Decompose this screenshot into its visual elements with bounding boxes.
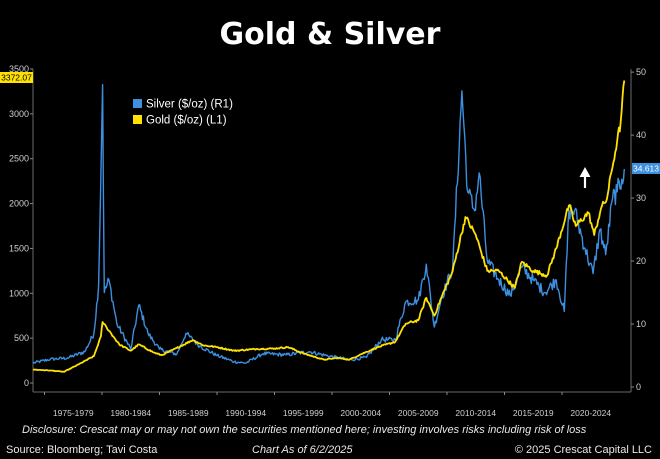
x-tick-label: 1995-1999	[283, 408, 324, 418]
right-tick-label: 10	[636, 319, 646, 329]
silver-series-line	[32, 84, 625, 364]
legend-item-gold: Gold ($/oz) (L1)	[133, 115, 227, 127]
legend-item-silver: Silver ($/oz) (R1)	[133, 99, 233, 111]
gold-series-line	[32, 80, 626, 373]
chart-title: Gold & Silver	[220, 17, 441, 52]
left-tick-label: 2500	[9, 154, 29, 164]
left-tick-label: 3000	[9, 109, 29, 119]
source-text: Source: Bloomberg; Tavi Costa	[6, 444, 158, 456]
x-tick-label: 2005-2009	[398, 408, 439, 418]
right-tick-label: 0	[636, 382, 641, 392]
x-tick-label: 1975-1979	[53, 408, 94, 418]
legend-label-gold: Gold ($/oz) (L1)	[146, 115, 227, 127]
silver-last-value: 34.613	[633, 164, 659, 174]
gold-last-value: 3372.07	[1, 73, 32, 83]
silver-last-value-tag: 34.613	[632, 163, 660, 174]
left-tick-label: 1000	[9, 288, 29, 298]
copyright-text: © 2025 Crescat Capital LLC	[514, 444, 652, 456]
left-tick-label: 2000	[9, 199, 29, 209]
right-tick-label: 20	[636, 256, 646, 266]
left-tick-label: 1500	[9, 243, 29, 253]
left-axis-ticks: 0 500 1000 1500 2000 2500 3000 3500	[9, 64, 33, 388]
right-tick-label: 50	[636, 67, 646, 77]
legend-swatch-gold	[133, 115, 142, 124]
as-of-text: Chart As of 6/2/2025	[252, 444, 353, 456]
x-tick-label: 1990-1994	[225, 408, 266, 418]
x-tick-label: 1980-1984	[110, 408, 151, 418]
x-axis-ticks: 1975-1979 1980-1984 1985-1989 1990-1994 1995…	[44, 392, 611, 418]
up-arrow-icon	[579, 167, 591, 188]
x-tick-label: 2010-2014	[455, 408, 496, 418]
left-tick-label: 500	[14, 333, 29, 343]
legend-label-silver: Silver ($/oz) (R1)	[146, 99, 233, 111]
legend-swatch-silver	[133, 99, 142, 108]
x-tick-label: 2015-2019	[513, 408, 554, 418]
x-tick-label: 1985-1989	[168, 408, 209, 418]
left-tick-label: 0	[24, 378, 29, 388]
series-layer	[32, 80, 626, 373]
x-tick-label: 2020-2024	[570, 408, 611, 418]
gold-last-value-tag: 3372.07	[0, 72, 33, 83]
right-axis-ticks: 0 10 20 30 40 50	[631, 67, 646, 392]
right-tick-label: 30	[636, 193, 646, 203]
x-tick-label: 2000-2004	[340, 408, 381, 418]
disclosure-text: Disclosure: Crescat may or may not own t…	[22, 424, 587, 436]
right-tick-label: 40	[636, 130, 646, 140]
left-tick-label: 3500	[9, 64, 29, 74]
gold-silver-chart: Gold & Silver 05001000150020002500300035…	[0, 17, 660, 418]
legend: Silver ($/oz) (R1) Gold ($/oz) (L1)	[133, 99, 233, 127]
